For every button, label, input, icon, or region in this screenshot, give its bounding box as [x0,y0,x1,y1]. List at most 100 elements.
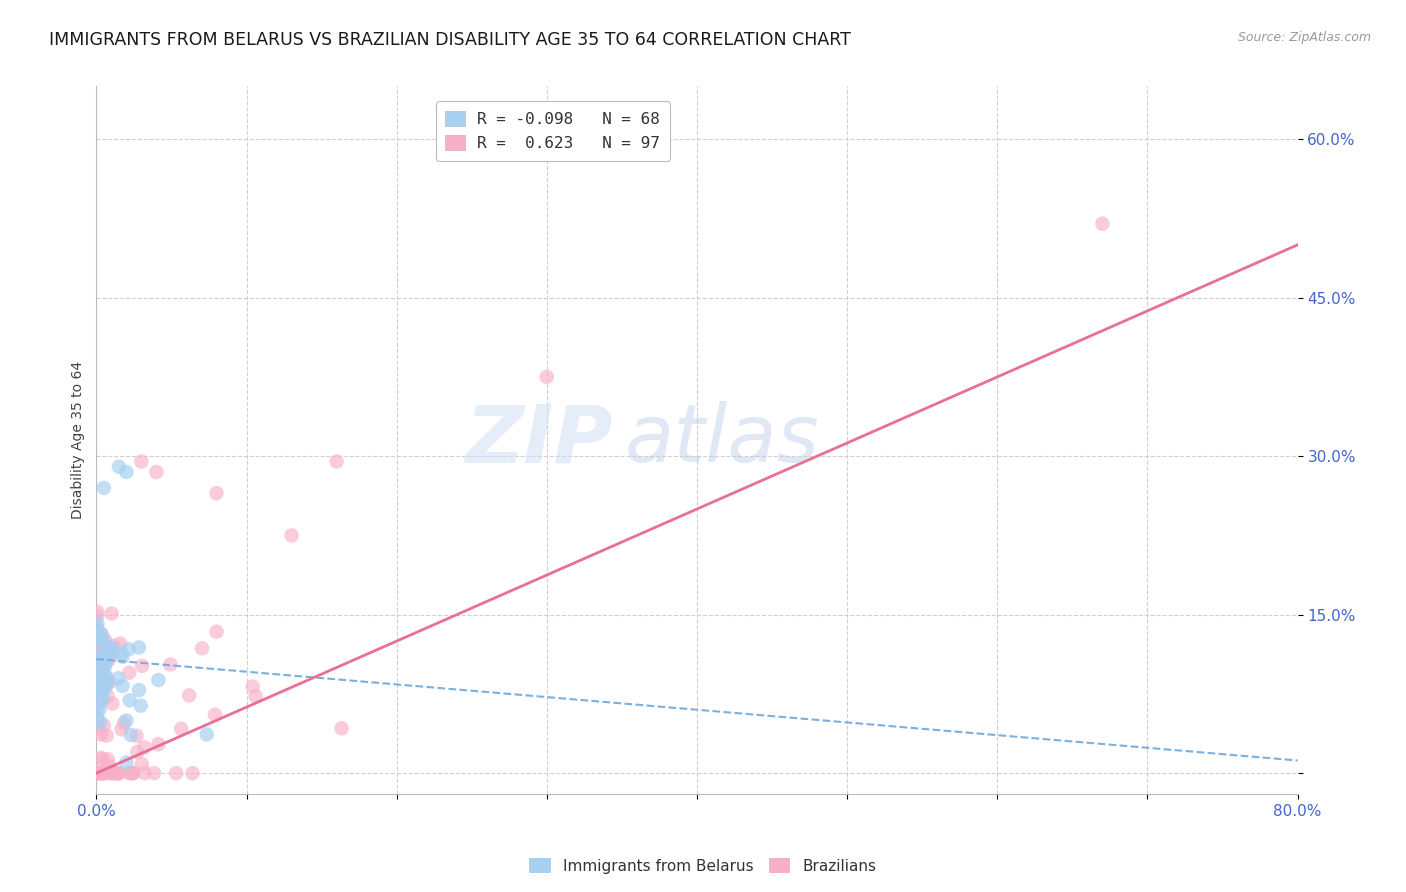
Point [89,666,111,681]
Point [86,609,108,624]
Point [86,681,108,695]
Point [242,680,264,694]
Point [94,642,117,657]
Point [87,649,110,664]
Point [86,675,108,690]
Point [159,657,181,672]
Text: Source: ZipAtlas.com: Source: ZipAtlas.com [1237,31,1371,45]
Point [90,645,112,659]
Point [87,766,110,780]
Point [86,628,108,642]
Point [86,629,108,643]
Point [86,710,108,724]
Point [87,627,110,641]
Point [86,621,108,635]
Point [87,665,110,679]
Point [94,679,117,693]
Point [86,632,108,646]
Point [105,766,128,780]
Point [87,651,110,665]
Text: atlas: atlas [624,401,820,479]
Point [90,626,112,640]
Point [86,678,108,692]
Text: IMMIGRANTS FROM BELARUS VS BRAZILIAN DISABILITY AGE 35 TO 64 CORRELATION CHART: IMMIGRANTS FROM BELARUS VS BRAZILIAN DIS… [49,31,851,49]
Point [98,758,121,772]
Point [89,696,111,710]
Point [115,756,138,770]
Point [131,757,153,772]
Point [90,652,112,666]
Point [104,766,127,780]
Point [86,671,108,685]
Point [86,657,108,672]
Point [205,624,228,639]
Point [128,683,150,698]
Point [90,751,112,765]
Point [94,656,117,670]
Point [90,654,112,668]
Point [91,632,114,646]
Point [90,627,112,641]
Point [90,665,112,680]
Point [91,752,114,766]
Point [86,632,108,647]
Point [98,642,121,657]
Point [148,737,170,751]
Point [134,766,156,780]
Point [145,465,167,479]
Point [96,729,118,743]
Point [125,729,148,743]
Point [86,681,108,695]
Point [98,652,121,666]
Point [179,689,201,703]
Point [325,454,347,468]
Point [165,766,187,780]
Point [97,689,120,703]
Y-axis label: Disability Age 35 to 64: Disability Age 35 to 64 [72,361,86,519]
Point [87,679,110,693]
Point [245,690,267,704]
Point [89,702,111,716]
Point [96,677,118,691]
Point [91,766,114,780]
Point [86,623,108,637]
Point [105,766,128,780]
Point [118,693,141,707]
Point [112,716,135,731]
Point [90,694,112,708]
Point [98,675,121,690]
Point [128,640,150,655]
Point [87,680,110,694]
Point [97,649,120,664]
Point [91,766,114,780]
Point [90,657,112,672]
Point [100,607,122,621]
Point [330,722,353,736]
Point [108,459,131,474]
Point [90,766,112,780]
Point [191,641,214,656]
Point [122,766,145,780]
Point [94,641,117,656]
Point [89,715,111,730]
Point [108,637,131,651]
Point [86,665,108,680]
Point [110,647,132,661]
Point [86,605,108,619]
Point [93,718,115,732]
Point [1091,217,1114,231]
Point [86,679,108,693]
Point [89,670,111,684]
Point [195,727,218,741]
Point [87,659,110,673]
Point [90,653,112,667]
Point [131,454,153,468]
Point [93,646,115,660]
Point [97,644,120,658]
Point [94,633,117,648]
Point [100,640,122,655]
Point [101,697,124,711]
Point [86,671,108,685]
Point [97,752,120,766]
Point [93,678,115,692]
